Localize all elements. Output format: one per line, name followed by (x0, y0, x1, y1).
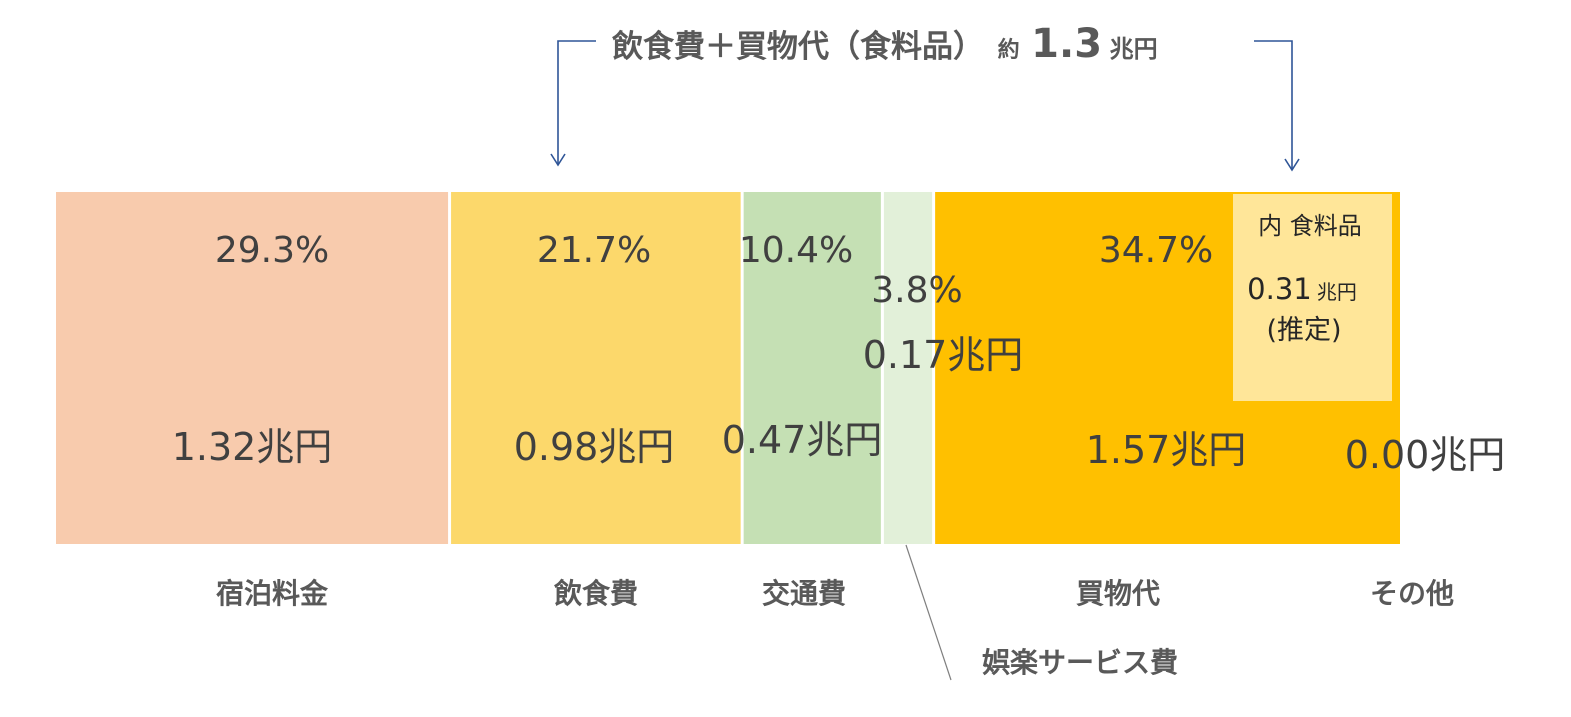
inset-value-unit: 兆円 (1317, 280, 1357, 304)
headline: 飲食費＋買物代（食料品） 約 1.3 兆円 (612, 21, 1158, 67)
headline-arrow-right-line (1254, 40, 1293, 170)
bar-segment-3 (883, 192, 933, 544)
percent-labels: 29.3% 21.7% 10.4% 3.8% 34.7% (215, 230, 1213, 311)
category-label: 交通費 (762, 577, 846, 610)
percent-label: 10.4% (739, 230, 853, 271)
value-label: 1.57兆円 (1086, 428, 1247, 472)
percent-label: 21.7% (537, 230, 651, 271)
value-labels: 1.32兆円 0.98兆円 0.47兆円 0.17兆円 1.57兆円 0.00兆円 (172, 333, 1506, 477)
category-label: 宿泊料金 (216, 577, 329, 610)
category-label: その他 (1370, 577, 1454, 610)
bar-segment-2 (743, 192, 881, 544)
category-label: 飲食費 (554, 577, 638, 610)
inset-background (1233, 194, 1392, 401)
value-label: 0.47兆円 (722, 418, 883, 462)
headline-arrow-right-head (1284, 158, 1300, 172)
percent-label: 3.8% (871, 270, 962, 311)
percent-label: 34.7% (1099, 230, 1213, 271)
bar-segment-0 (56, 192, 449, 544)
headline-prefix: 約 (998, 37, 1020, 63)
bar-segment-1 (451, 192, 741, 544)
headline-arrow-left-line (557, 40, 596, 165)
headline-main: 飲食費＋買物代（食料品） (612, 29, 984, 65)
value-label: 1.32兆円 (172, 425, 333, 469)
category-label: 買物代 (1076, 577, 1160, 610)
inset-food-box: 内 食料品 0.31 兆円 (推定) (1233, 194, 1392, 401)
inset-title: 内 食料品 (1258, 212, 1362, 240)
inset-value-number: 0.31 (1247, 272, 1312, 306)
headline-unit: 兆円 (1110, 35, 1158, 63)
inset-value: 0.31 兆円 (1247, 272, 1357, 306)
headline-number: 1.3 (1031, 21, 1102, 67)
leader-line (905, 544, 952, 681)
headline-arrow-left-head (550, 153, 566, 167)
category-label: 娯楽サービス費 (982, 646, 1178, 679)
value-label: 0.98兆円 (514, 425, 675, 469)
value-label: 0.00兆円 (1345, 433, 1506, 477)
value-label: 0.17兆円 (863, 333, 1024, 377)
inset-note: (推定) (1266, 315, 1341, 346)
percent-label: 29.3% (215, 230, 329, 271)
